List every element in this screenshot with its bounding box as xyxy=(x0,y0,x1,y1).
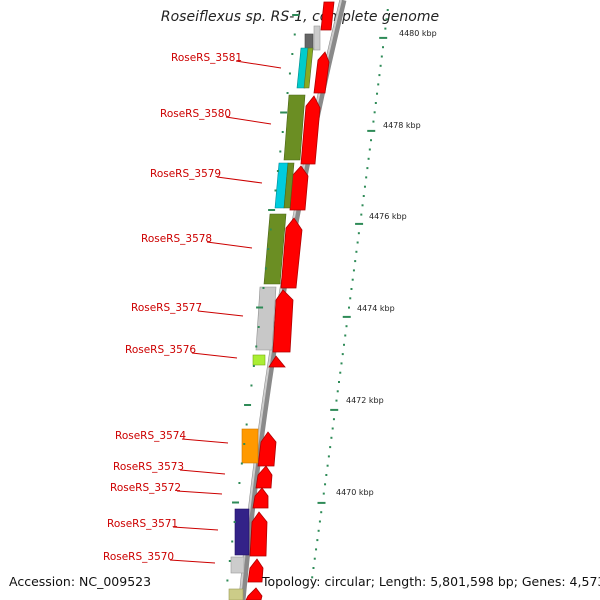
gene-arrow[interactable] xyxy=(252,487,269,509)
gene-label-3574[interactable]: RoseRS_3574 xyxy=(115,430,186,442)
gene-block[interactable] xyxy=(313,25,321,51)
gene-label-3577[interactable]: RoseRS_3577 xyxy=(131,302,202,314)
gene-label-3579[interactable]: RoseRS_3579 xyxy=(150,168,221,180)
inner-tick-marks xyxy=(226,14,300,582)
forward-strand-genes xyxy=(245,1,335,600)
gene-arrow[interactable] xyxy=(247,558,264,583)
gene-block[interactable] xyxy=(234,508,250,556)
gene-label-3576[interactable]: RoseRS_3576 xyxy=(125,344,196,356)
gene-labels: RoseRS_3581 RoseRS_3580 RoseRS_3579 Rose… xyxy=(103,52,242,563)
scale-label: 4470 kbp xyxy=(336,488,374,497)
gene-label-3578[interactable]: RoseRS_3578 xyxy=(141,233,212,245)
gene-block[interactable] xyxy=(303,47,314,89)
gene-block[interactable] xyxy=(252,354,266,366)
gene-arrow[interactable] xyxy=(268,355,286,368)
gene-arrow[interactable] xyxy=(255,465,273,489)
gene-block[interactable] xyxy=(283,162,295,209)
topology-text: Topology: circular; Length: 5,801,598 bp… xyxy=(262,574,600,589)
scale-label: 4478 kbp xyxy=(383,121,421,130)
gene-arrow[interactable] xyxy=(272,289,294,353)
gene-block[interactable] xyxy=(263,213,287,285)
scale-labels: 4480 kbp 4478 kbp 4476 kbp 4474 kbp 4472… xyxy=(336,29,437,497)
genome-title: Roseiflexus sp. RS-1, complete genome xyxy=(160,9,440,25)
gene-label-3580[interactable]: RoseRS_3580 xyxy=(160,108,231,120)
gene-label-3581[interactable]: RoseRS_3581 xyxy=(171,52,242,64)
gene-arrow[interactable] xyxy=(245,587,263,600)
gene-arrow[interactable] xyxy=(249,511,268,557)
gene-block[interactable] xyxy=(230,556,245,574)
gene-label-3570[interactable]: RoseRS_3570 xyxy=(103,551,174,563)
gene-block[interactable] xyxy=(228,588,244,600)
gene-arrow[interactable] xyxy=(313,51,330,94)
gene-arrow[interactable] xyxy=(300,95,321,165)
scale-label: 4472 kbp xyxy=(346,396,384,405)
gene-block[interactable] xyxy=(241,428,259,464)
accession-text: Accession: NC_009523 xyxy=(9,574,152,589)
gene-label-3571[interactable]: RoseRS_3571 xyxy=(107,518,178,530)
gene-arrow[interactable] xyxy=(257,431,277,467)
gene-arrow[interactable] xyxy=(280,217,303,289)
gene-block[interactable] xyxy=(304,33,314,51)
gene-arrow[interactable] xyxy=(320,1,335,31)
gene-block[interactable] xyxy=(283,94,306,161)
scale-label: 4476 kbp xyxy=(369,212,407,221)
label-leader-lines xyxy=(169,60,282,564)
scale-label: 4474 kbp xyxy=(357,304,395,313)
gene-label-3572[interactable]: RoseRS_3572 xyxy=(110,482,181,494)
reverse-strand-genes xyxy=(228,25,321,600)
outer-scale-ticks xyxy=(311,9,389,579)
scale-label: 4480 kbp xyxy=(399,29,437,38)
gene-label-3573[interactable]: RoseRS_3573 xyxy=(113,461,184,473)
